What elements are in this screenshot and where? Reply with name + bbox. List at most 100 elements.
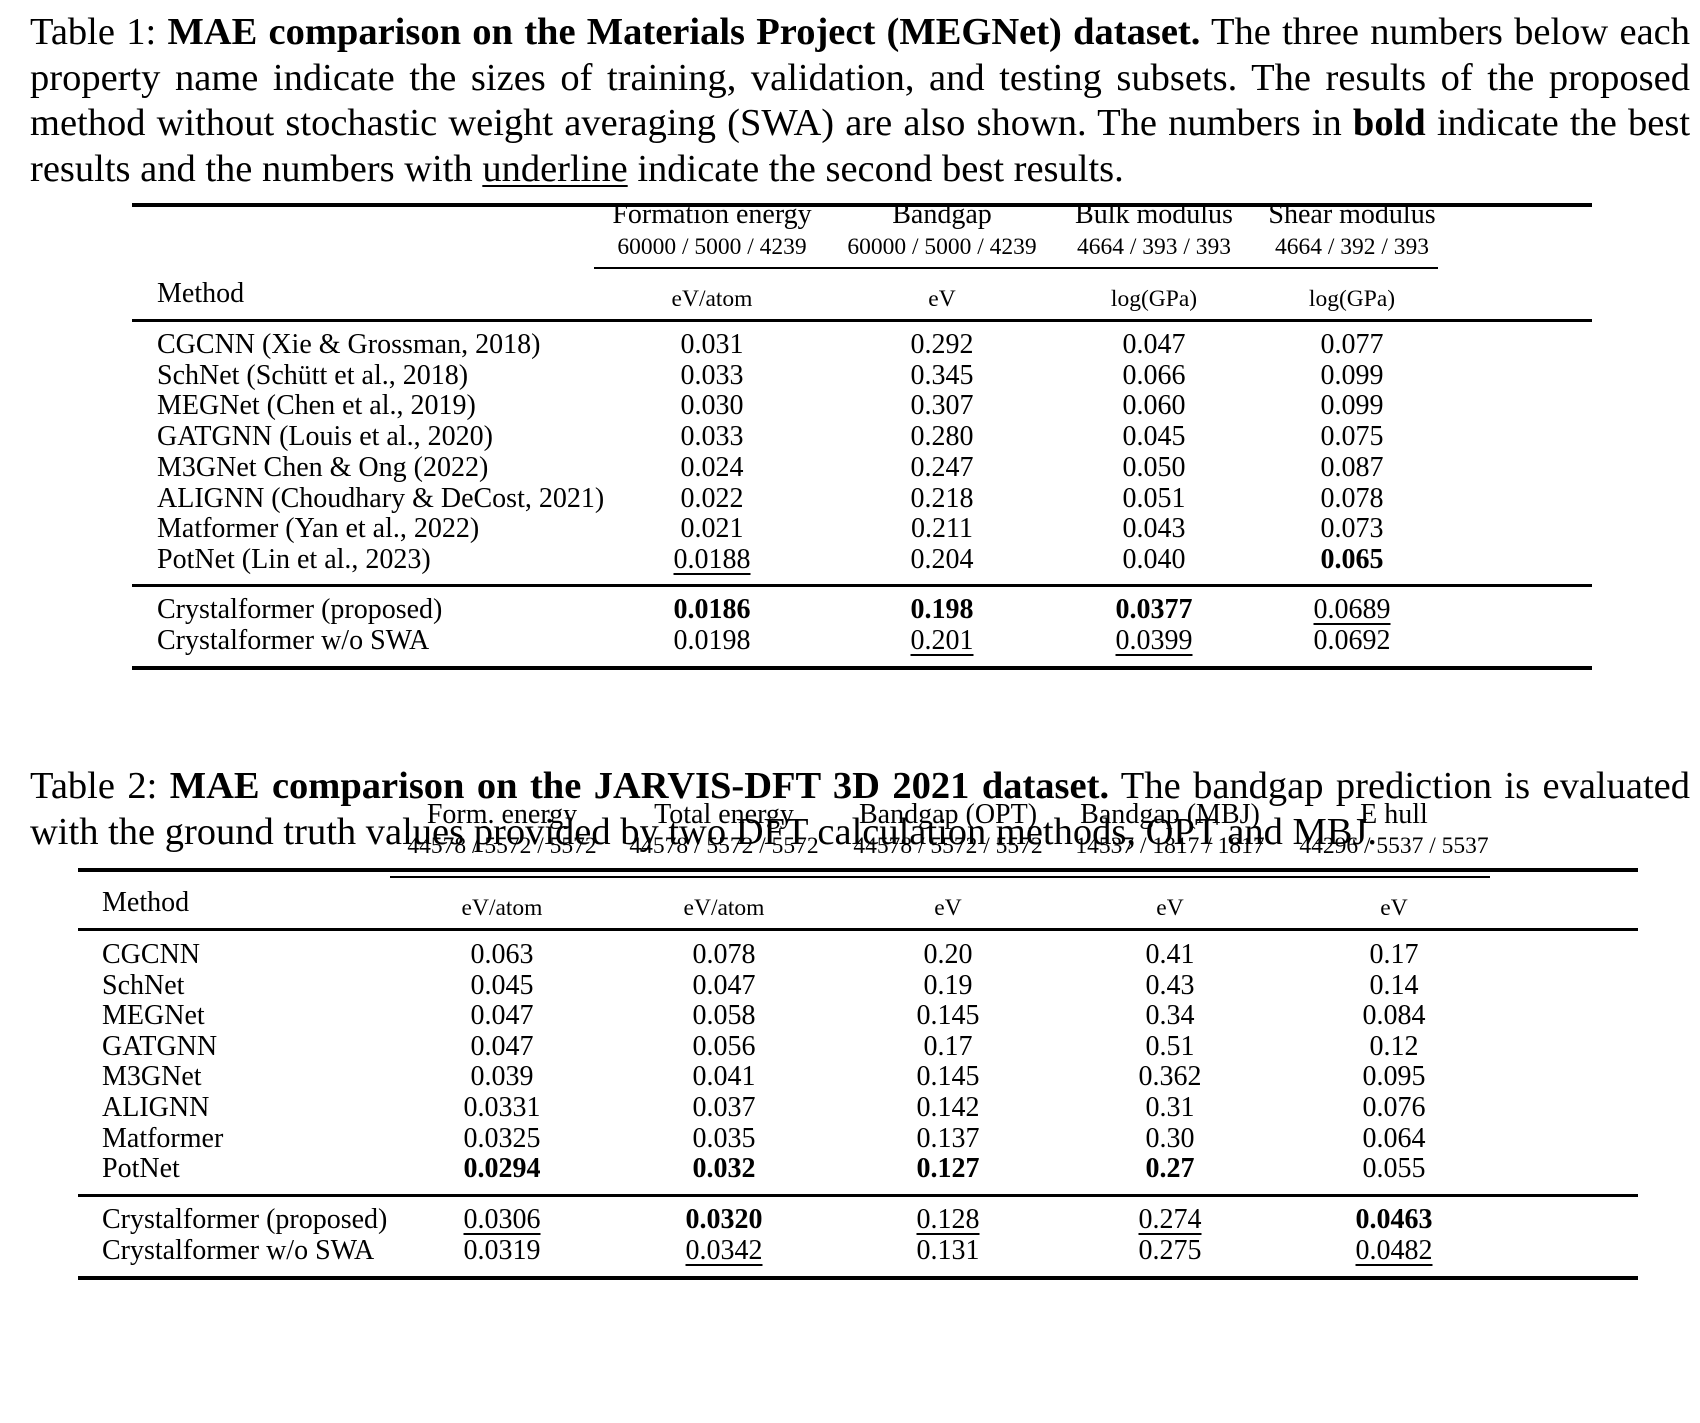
table2-table-row: PotNet 0.0294 0.032 0.127 0.27 0.055 [78, 1152, 1638, 1185]
table1-column-header: Bulk modulus [1075, 199, 1233, 230]
table1-row-method: SchNet (Schütt et al., 2018) [157, 359, 469, 391]
table2-column-sizes: 44578 / 5572 / 5572 [407, 833, 597, 859]
table2-row-value: 0.0331 [463, 1092, 541, 1123]
table2-row-method: PotNet [102, 1153, 180, 1185]
table2-column-header: Total energy [654, 799, 794, 830]
table1-row-value: 0.022 [680, 482, 744, 514]
table1-row-value: 0.198 [910, 594, 974, 625]
table2-row-value: 0.275 [1138, 1234, 1202, 1266]
table1-column-header: Formation energy [612, 199, 812, 230]
table2-row-value: 0.20 [923, 939, 973, 970]
table1-caption-bold: MAE comparison on the Materials Project … [167, 11, 1201, 53]
table2-row-value: 0.0294 [463, 1153, 541, 1185]
table2-proposed-separator [78, 1194, 1638, 1197]
table2-row-value: 0.055 [1362, 1153, 1426, 1185]
table1-row-value: 0.078 [1320, 482, 1384, 514]
table2-row-value: 0.078 [692, 939, 756, 970]
table1-caption-rest: The three numbers below each property na… [30, 11, 1691, 144]
table2-caption-rest: The bandgap prediction is evaluated with… [30, 765, 1690, 853]
table2-caption: Table 2: MAE comparison on the JARVIS-DF… [30, 764, 1690, 855]
table2-column-unit: eV [1380, 895, 1408, 921]
table1-row-value: 0.0186 [673, 594, 751, 625]
table1-bottom-rule [132, 666, 1592, 670]
table2-row-value: 0.19 [923, 969, 973, 1001]
table1-row-value: 0.0399 [1115, 624, 1193, 656]
table2-row-value: 0.095 [1362, 1061, 1426, 1093]
table1-column-sizes: 60000 / 5000 / 4239 [847, 234, 1037, 260]
table2-row-method: M3GNet [102, 1061, 202, 1093]
table2-column-unit: eV/atom [461, 895, 543, 921]
table2-row-value: 0.047 [470, 1030, 534, 1062]
table2-row-method: GATGNN [102, 1030, 218, 1062]
table2-row-value: 0.137 [916, 1122, 980, 1154]
table1-row-value: 0.218 [910, 482, 974, 514]
table2-row-value: 0.14 [1369, 969, 1419, 1001]
table2-row-value: 0.045 [470, 969, 534, 1001]
table2-row-value: 0.41 [1145, 939, 1195, 970]
table1-column-sizes: 4664 / 392 / 393 [1274, 234, 1430, 260]
table2-column-header: Bandgap (OPT) [858, 799, 1038, 830]
table2-top-rule [78, 868, 1638, 872]
table1-caption-prefix: Table 1: [30, 11, 168, 53]
table1-row-value: 0.040 [1122, 543, 1186, 575]
table2-row-value: 0.51 [1145, 1030, 1195, 1062]
table2-row-value: 0.047 [470, 1000, 534, 1032]
table2-caption-bold: MAE comparison on the JARVIS-DFT 3D 2021… [169, 765, 1110, 807]
table1-row-value: 0.247 [910, 451, 974, 483]
table2-row-value: 0.047 [692, 969, 756, 1001]
table2-row-value: 0.127 [916, 1153, 980, 1185]
table2-row-value: 0.27 [1145, 1153, 1195, 1185]
table2-row-value: 0.362 [1138, 1061, 1202, 1093]
table1-table-row: MEGNet (Chen et al., 2019) 0.030 0.307 0.06… [132, 389, 1592, 422]
table2-row-value: 0.032 [692, 1153, 756, 1185]
table1-caption: Table 1: MAE comparison on the Materials… [30, 10, 1690, 192]
table1-row-method: CGCNN (Xie & Grossman, 2018) [157, 329, 541, 360]
table2-row-value: 0.31 [1145, 1092, 1195, 1123]
table2-table-row: Crystalformer (proposed) 0.0306 0.0320 0.12… [78, 1203, 1638, 1235]
table1-column-sizes: 60000 / 5000 / 4239 [617, 234, 807, 260]
table2-column-unit: eV [1156, 895, 1184, 921]
table2-row-value: 0.145 [916, 1061, 980, 1093]
table1-row-value: 0.047 [1122, 329, 1186, 360]
table2-row-value: 0.064 [1362, 1122, 1426, 1154]
table2-row-value: 0.43 [1145, 969, 1195, 1001]
table1-row-value: 0.051 [1122, 482, 1186, 514]
table2-row-value: 0.0306 [463, 1204, 541, 1235]
table1-row-value: 0.060 [1122, 390, 1186, 422]
table1-row-value: 0.292 [910, 329, 974, 360]
table1-row-value: 0.0692 [1313, 624, 1391, 656]
table1-top-rule [132, 203, 1592, 207]
table2-row-value: 0.041 [692, 1061, 756, 1093]
table2-row-value: 0.058 [692, 1000, 756, 1032]
table2-row-value: 0.145 [916, 1000, 980, 1032]
table1-table-row: Crystalformer (proposed) 0.0186 0.198 0.037… [132, 593, 1592, 625]
table1-row-value: 0.0188 [673, 543, 751, 575]
table1-table-row: Crystalformer w/o SWA 0.0198 0.201 0.0399 0.… [132, 624, 1592, 656]
table2-row-method: Crystalformer w/o SWA [102, 1234, 375, 1266]
table2-table-row: MEGNet 0.047 0.058 0.145 0.34 0.084 [78, 999, 1638, 1032]
table2-column-sizes: 44578 / 5572 / 5572 [629, 833, 819, 859]
table1-table-row: M3GNet Chen & Ong (2022) 0.024 0.247 0.050 0… [132, 451, 1592, 483]
table1-row-method: M3GNet Chen & Ong (2022) [157, 451, 489, 483]
table1-column-header: Shear modulus [1268, 199, 1436, 230]
table2-row-value: 0.34 [1145, 1000, 1195, 1032]
table2-column-sizes: 44296 / 5537 / 5537 [1299, 833, 1489, 859]
table1-row-method: Matformer (Yan et al., 2022) [157, 513, 480, 545]
table1-proposed-separator [132, 584, 1592, 587]
table1-column-unit: eV [928, 286, 956, 312]
table2-row-value: 0.0320 [685, 1204, 763, 1235]
table1-row-method: GATGNN (Louis et al., 2020) [157, 421, 493, 453]
table2-row-value: 0.0319 [463, 1234, 541, 1266]
table1-table-row: Matformer (Yan et al., 2022) 0.021 0.211 0.… [132, 512, 1592, 545]
table1-row-value: 0.077 [1320, 329, 1384, 360]
table2-row-value: 0.131 [916, 1234, 980, 1266]
table2-row-method: MEGNet [102, 1000, 205, 1032]
table2-row-value: 0.084 [1362, 1000, 1426, 1032]
table2-column-header: E hull [1360, 799, 1428, 830]
table1-row-value: 0.280 [910, 421, 974, 453]
table2-table-row: ALIGNN 0.0331 0.037 0.142 0.31 0.076 [78, 1091, 1638, 1123]
table1-table-row: GATGNN (Louis et al., 2020) 0.033 0.280 0.0… [132, 420, 1592, 453]
table1-row-method: PotNet (Lin et al., 2023) [157, 543, 431, 575]
table1-row-value: 0.201 [910, 624, 974, 656]
table2-row-value: 0.142 [916, 1092, 980, 1123]
